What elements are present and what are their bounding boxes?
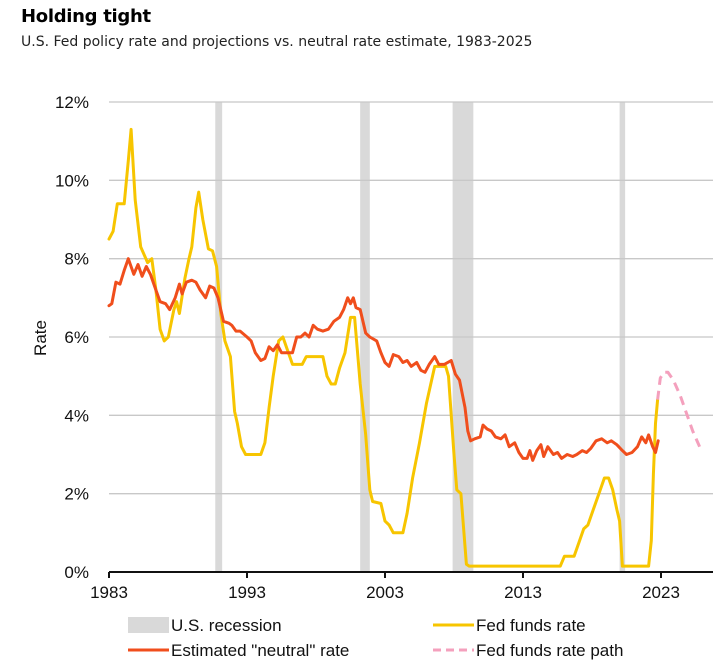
series-lines [107, 127, 701, 568]
y-axis-ticks: 0% 2% 4% 6% 8% 10% 12% [55, 93, 89, 582]
y-tick-label: 12% [55, 93, 89, 112]
y-axis-title: Rate [31, 320, 50, 356]
x-tick-label: 2013 [504, 583, 542, 602]
y-tick-label: 6% [64, 328, 89, 347]
y-tick-label: 4% [64, 406, 89, 425]
y-tick-label: 0% [64, 563, 89, 582]
x-tick-label: 1993 [228, 583, 266, 602]
legend: U.S. recession Fed funds rate Estimated "n… [128, 616, 623, 660]
x-tick-label: 2023 [642, 583, 680, 602]
legend-label-recession: U.S. recession [171, 616, 282, 635]
y-tick-label: 8% [64, 250, 89, 269]
x-axis: 1983 1993 2003 2013 2023 [90, 571, 713, 602]
x-tick-label: 2003 [366, 583, 404, 602]
legend-label-neutral: Estimated "neutral" rate [171, 641, 349, 660]
series-line-path [656, 370, 701, 448]
legend-label-fed-funds: Fed funds rate [476, 616, 586, 635]
series-line-fed-funds [107, 127, 660, 568]
legend-swatch-recession [128, 617, 169, 633]
legend-label-path: Fed funds rate path [476, 641, 623, 660]
chart-title: Holding tight [21, 6, 151, 27]
series-line-neutral [107, 257, 660, 462]
chart-subtitle: U.S. Fed policy rate and projections vs.… [21, 34, 533, 50]
x-tick-label: 1983 [90, 583, 128, 602]
y-tick-label: 2% [64, 485, 89, 504]
y-tick-label: 10% [55, 171, 89, 190]
